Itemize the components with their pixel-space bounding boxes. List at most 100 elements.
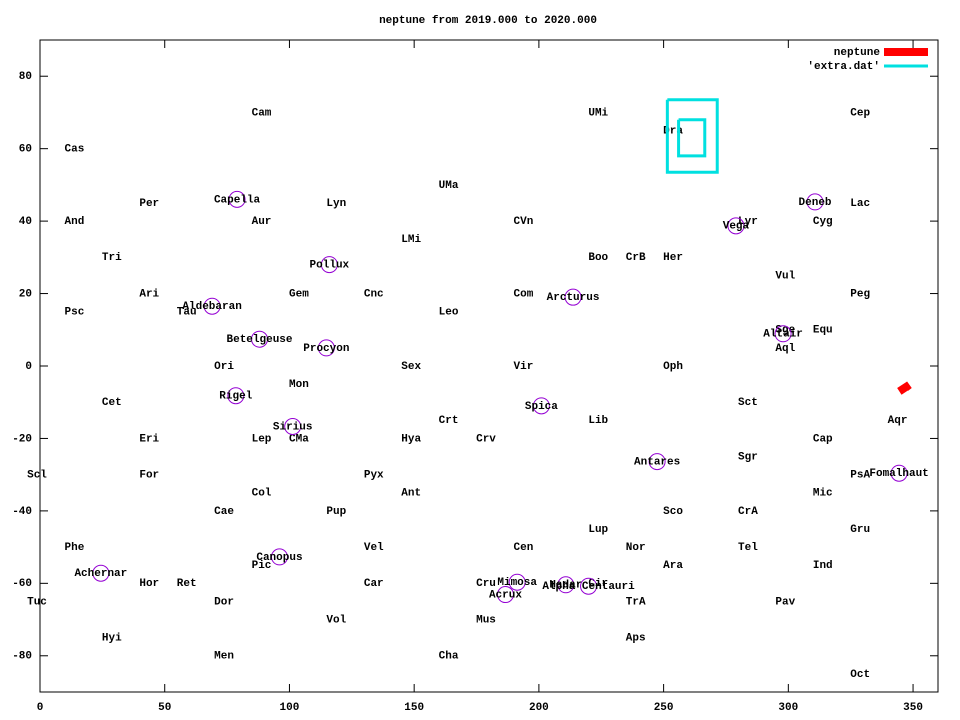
- y-tick-label: -40: [12, 506, 32, 518]
- star-label: Rigel: [219, 391, 252, 403]
- constellation-label: Lyr: [738, 216, 758, 228]
- constellation-label: Col: [252, 488, 272, 500]
- constellation-label: Cir: [588, 578, 608, 590]
- constellation-label: Cnc: [364, 288, 384, 300]
- star-marker: [227, 387, 245, 405]
- star-marker: [774, 325, 792, 343]
- star-marker: [580, 577, 598, 595]
- star-label: Spica: [525, 401, 558, 413]
- x-tick-label: 100: [280, 702, 300, 714]
- y-tick-label: 80: [19, 71, 32, 83]
- constellation-label: CrA: [738, 506, 758, 518]
- constellation-label: Crt: [439, 415, 459, 427]
- x-tick-label: 0: [37, 702, 44, 714]
- constellation-label: Eri: [139, 433, 159, 445]
- star-label: Betelgeuse: [227, 334, 293, 346]
- constellation-label: Gem: [289, 288, 309, 300]
- constellation-label: Aur: [252, 216, 272, 228]
- constellation-label: Tau: [177, 307, 197, 319]
- y-tick-label: -80: [12, 651, 32, 663]
- constellation-label: Sco: [663, 506, 683, 518]
- constellation-label: Lyn: [326, 198, 346, 210]
- star-label: Deneb: [799, 197, 832, 209]
- star-marker: [806, 193, 824, 211]
- star-label: Pollux: [310, 259, 350, 271]
- constellation-label: Vir: [514, 361, 534, 373]
- constellation-label: Lac: [850, 198, 870, 210]
- x-tick-label: 250: [654, 702, 674, 714]
- y-tick-label: 60: [19, 144, 32, 156]
- star-marker: [203, 297, 221, 315]
- star-label: Vega: [723, 221, 750, 233]
- star-marker: [92, 564, 110, 582]
- y-tick-label: 20: [19, 288, 32, 300]
- constellation-label: Dor: [214, 596, 234, 608]
- constellation-label: Sct: [738, 397, 758, 409]
- constellation-label: Lup: [588, 524, 608, 536]
- star-marker: [557, 576, 575, 594]
- constellation-label: Pic: [252, 560, 272, 572]
- constellation-label: CrB: [626, 252, 646, 264]
- constellation-label: Vel: [364, 542, 384, 554]
- star-marker: [727, 217, 745, 235]
- star-label: Alpha Centauri: [542, 581, 635, 593]
- constellation-label: Mic: [813, 488, 833, 500]
- x-tick-label: 200: [529, 702, 549, 714]
- constellation-label: Mus: [476, 614, 496, 626]
- legend-swatch: [884, 48, 928, 56]
- star-marker: [648, 453, 666, 471]
- star-label: Procyon: [303, 343, 349, 355]
- constellation-label: Aps: [626, 633, 646, 645]
- star-label: Capella: [214, 194, 261, 206]
- constellation-label: For: [139, 470, 159, 482]
- constellation-label: Hyi: [102, 633, 122, 645]
- constellation-label: Tuc: [27, 596, 47, 608]
- constellation-label: TrA: [626, 596, 646, 608]
- star-label: Hadar: [549, 580, 582, 592]
- constellation-label: Cru: [476, 578, 496, 590]
- legend-label: 'extra.dat': [807, 61, 880, 73]
- star-label: Sirius: [273, 421, 313, 433]
- star-marker: [320, 256, 338, 274]
- star-marker: [564, 288, 582, 306]
- constellation-label: Cyg: [813, 216, 833, 228]
- chart-title: neptune from 2019.000 to 2020.000: [379, 15, 597, 27]
- constellation-label: Hya: [401, 433, 421, 445]
- constellation-label: Equ: [813, 325, 833, 337]
- legend-label: neptune: [834, 47, 881, 59]
- constellation-label: Com: [514, 288, 534, 300]
- constellation-label: PsA: [850, 470, 870, 482]
- constellation-label: CVn: [514, 216, 534, 228]
- star-label: Altair: [763, 329, 803, 341]
- constellation-label: Ret: [177, 578, 197, 590]
- constellation-label: Pyx: [364, 470, 384, 482]
- constellation-label: And: [65, 216, 85, 228]
- constellation-label: Cha: [439, 651, 459, 663]
- constellation-label: Vul: [775, 270, 795, 282]
- constellation-label: Cet: [102, 397, 122, 409]
- star-marker: [508, 573, 526, 591]
- constellation-label: Lib: [588, 415, 608, 427]
- constellation-label: Cas: [65, 144, 85, 156]
- star-label: Canopus: [256, 552, 302, 564]
- constellation-label: UMi: [588, 107, 608, 119]
- constellation-label: Sex: [401, 361, 421, 373]
- constellation-label: LMi: [401, 234, 421, 246]
- star-marker: [251, 330, 269, 348]
- constellation-label: Nor: [626, 542, 646, 554]
- constellation-label: Pav: [775, 596, 795, 608]
- constellation-label: Tel: [738, 542, 758, 554]
- constellation-label: Pup: [326, 506, 346, 518]
- constellation-label: Hor: [139, 578, 159, 590]
- constellation-label: Oct: [850, 669, 870, 681]
- x-tick-label: 50: [158, 702, 171, 714]
- y-tick-label: 40: [19, 216, 32, 228]
- constellation-label: Oph: [663, 361, 683, 373]
- star-label: Aldebaran: [182, 301, 241, 313]
- constellation-label: Car: [364, 578, 384, 590]
- constellation-label: UMa: [439, 180, 459, 192]
- constellation-label: Ari: [139, 288, 159, 300]
- constellation-label: Ind: [813, 560, 833, 572]
- y-tick-label: -60: [12, 578, 32, 590]
- series-line: [665, 98, 719, 174]
